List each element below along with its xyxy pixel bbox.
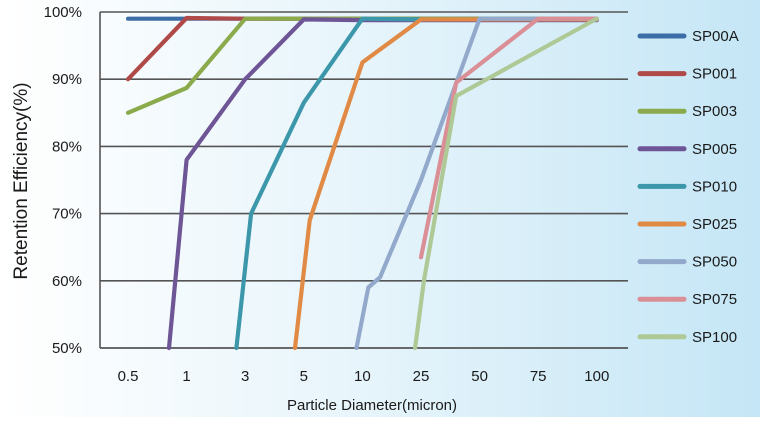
series-lines (125, 15, 599, 351)
legend-label-sp075: SP075 (692, 291, 737, 308)
x-axis-label: Particle Diameter(micron) (287, 397, 457, 414)
y-axis-label: Retention Efficiency(%) (11, 82, 32, 279)
legend-label-sp010: SP010 (692, 178, 737, 195)
x-tick-label: 75 (530, 368, 547, 385)
x-tick-label: 3 (241, 368, 249, 385)
y-tick-label: 60% (52, 273, 82, 290)
y-tick-label: 50% (52, 340, 82, 357)
x-tick-label: 0.5 (118, 368, 139, 385)
y-tick-label: 100% (44, 4, 82, 21)
x-tick-label: 100 (584, 368, 609, 385)
legend-label-sp003: SP003 (692, 103, 737, 120)
axes (99, 12, 628, 349)
series-line-sp075 (418, 16, 599, 260)
legend-label-sp050: SP050 (692, 254, 737, 271)
x-tick-label: 1 (182, 368, 190, 385)
legend-label-sp005: SP005 (692, 141, 737, 158)
x-tick-label: 10 (354, 368, 371, 385)
y-tick-labels: 50% 60% 70% 80% 90% 100% (44, 4, 82, 357)
legend-label-sp001: SP001 (692, 66, 737, 83)
x-tick-label: 25 (413, 368, 430, 385)
legend-label-sp00a: SP00A (692, 28, 739, 45)
legend-label-sp025: SP025 (692, 216, 737, 233)
legend: SP00A SP001 SP003 SP005 SP010 SP025 SP050 SP075… (637, 28, 739, 346)
x-tick-label: 50 (471, 368, 488, 385)
y-tick-label: 90% (52, 71, 82, 88)
x-tick-labels: 0.5 1 3 5 10 25 50 75 100 (118, 368, 610, 385)
y-tick-label: 70% (52, 206, 82, 223)
series-line-sp100 (413, 16, 599, 351)
y-tick-label: 80% (52, 138, 82, 155)
x-tick-label: 5 (300, 368, 308, 385)
legend-label-sp100: SP100 (692, 329, 737, 346)
